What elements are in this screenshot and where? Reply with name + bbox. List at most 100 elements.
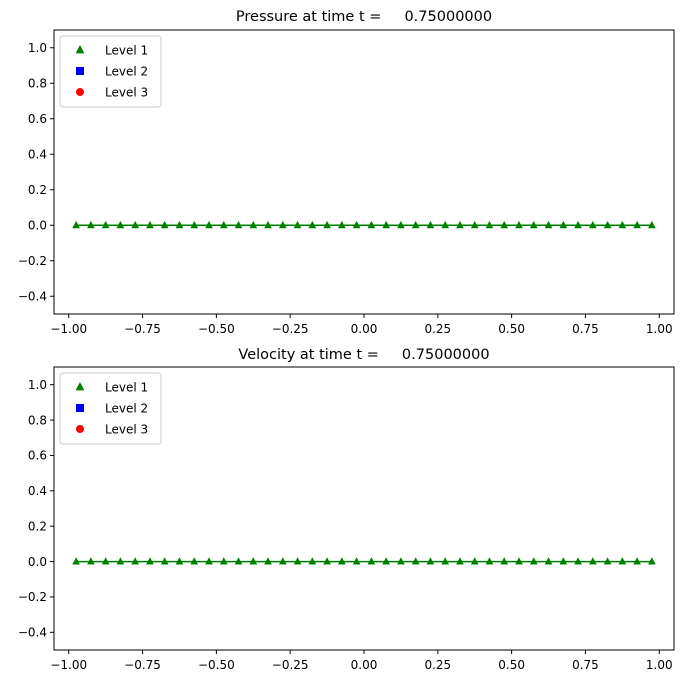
velocity-series-1-point <box>160 557 169 565</box>
velocity-x-tick-label: −1.00 <box>50 658 87 672</box>
pressure-y-tick-label: 1.0 <box>28 41 47 55</box>
velocity-series-1-point <box>146 557 154 565</box>
pressure-series-1-point <box>529 220 538 229</box>
velocity-legend-label-1: Level 1 <box>105 380 148 394</box>
velocity-x-tick-label: −0.50 <box>198 658 235 672</box>
velocity-series-1-point <box>397 557 405 565</box>
velocity-subplot: Velocity at time t = 0.75000000 −1.00 −0.… <box>18 347 675 672</box>
velocity-series-1-point <box>574 557 582 565</box>
velocity-series-1-point <box>529 557 538 565</box>
velocity-x-tick-label: −0.75 <box>124 658 161 672</box>
pressure-series-1-point <box>470 220 479 229</box>
pressure-y-tick-label: 0.2 <box>28 183 47 197</box>
pressure-series-1-point <box>574 220 582 229</box>
velocity-series-1-point <box>633 557 641 565</box>
velocity-series-1-point <box>293 557 302 565</box>
pressure-y-tick-label: 0.0 <box>28 219 47 233</box>
pressure-series-1-point <box>441 220 450 229</box>
pressure-series-1-point <box>175 220 184 229</box>
velocity-series-1-point <box>618 557 627 565</box>
velocity-chart-title: Velocity at time t = 0.75000000 <box>238 347 489 363</box>
velocity-series-1-point <box>264 557 272 565</box>
velocity-series-1-point <box>588 557 597 565</box>
pressure-legend-marker-3 <box>76 88 84 96</box>
pressure-x-tick-label: 0.75 <box>572 322 599 336</box>
velocity-series-1-point <box>559 557 568 565</box>
velocity-series-1-point <box>175 557 184 565</box>
velocity-series-1-point <box>441 557 450 565</box>
velocity-series-1-point <box>470 557 479 565</box>
velocity-series-1-point <box>352 557 361 565</box>
velocity-series-1-point <box>367 557 376 565</box>
velocity-series-1-point <box>116 557 125 565</box>
velocity-series-1-point <box>219 557 228 565</box>
velocity-series-1-point <box>72 557 80 565</box>
pressure-x-tick-label: −0.75 <box>124 322 161 336</box>
pressure-series-1-point <box>618 220 627 229</box>
velocity-series-1-point <box>515 557 523 565</box>
pressure-legend-marker-2 <box>76 67 84 75</box>
pressure-x-tick-label: 1.00 <box>646 322 673 336</box>
velocity-legend-marker-2 <box>76 404 84 412</box>
pressure-x-tick-label: 0.00 <box>351 322 378 336</box>
pressure-series-1-point <box>160 220 169 229</box>
pressure-y-tick-label: −0.2 <box>18 254 47 268</box>
pressure-series-1-point <box>72 220 80 229</box>
pressure-y-tick-label: 0.8 <box>28 77 47 91</box>
pressure-series-1-point <box>367 220 376 229</box>
pressure-series-1-point <box>456 220 464 229</box>
velocity-series-1-point <box>411 557 420 565</box>
pressure-series-1-point <box>397 220 405 229</box>
pressure-series-1-point <box>411 220 420 229</box>
pressure-series-1-point <box>190 220 199 229</box>
pressure-series-1-point <box>382 220 390 229</box>
velocity-series-1-point <box>500 557 509 565</box>
velocity-y-tick-label: 1.0 <box>28 378 47 392</box>
velocity-series-1-point <box>382 557 390 565</box>
velocity-legend-marker-3 <box>76 425 84 433</box>
pressure-x-tick-label: −1.00 <box>50 322 87 336</box>
pressure-x-tick-label: −0.25 <box>272 322 309 336</box>
pressure-subplot: Pressure at time t = 0.75000000 −1.00 −0.… <box>18 9 675 336</box>
velocity-series-1-point <box>648 557 656 565</box>
velocity-y-tick-label: 0.2 <box>28 519 47 533</box>
velocity-series-1-point <box>234 557 243 565</box>
pressure-series-1-point <box>249 220 258 229</box>
velocity-x-tick-label: −0.25 <box>272 658 309 672</box>
pressure-series-1-point <box>559 220 568 229</box>
velocity-legend-box <box>59 372 162 445</box>
pressure-legend-marker-1 <box>75 45 85 54</box>
pressure-series-1-point <box>352 220 361 229</box>
pressure-series-1-point <box>205 220 213 229</box>
pressure-series-1-point <box>278 220 287 229</box>
velocity-series-1-point <box>485 557 494 565</box>
velocity-series-1-point <box>544 557 553 565</box>
velocity-x-tick-label: 0.50 <box>498 658 525 672</box>
pressure-series-1-point <box>485 220 494 229</box>
pressure-series-1-point <box>648 220 656 229</box>
velocity-y-tick-label: 0.8 <box>28 413 47 427</box>
pressure-series-1-point <box>101 220 110 229</box>
velocity-series-1-point <box>278 557 287 565</box>
velocity-series-1-point <box>426 557 435 565</box>
velocity-x-tick-label: 0.75 <box>572 658 599 672</box>
pressure-series-1-point <box>588 220 597 229</box>
velocity-series-1-point <box>101 557 110 565</box>
pressure-series-1-point <box>234 220 243 229</box>
pressure-x-tick-label: −0.50 <box>198 322 235 336</box>
velocity-y-tick-label: −0.4 <box>18 626 47 640</box>
velocity-y-tick-label: 0.4 <box>28 484 47 498</box>
pressure-series-1-point <box>338 220 346 229</box>
velocity-x-tick-label: 1.00 <box>646 658 673 672</box>
velocity-series-1-point <box>603 557 612 565</box>
velocity-series-1-point <box>131 557 140 565</box>
velocity-y-tick-label: 0.0 <box>28 555 47 569</box>
velocity-series-1-point <box>338 557 346 565</box>
pressure-y-tick-label: 0.6 <box>28 112 47 126</box>
pressure-series-1-point <box>87 220 95 229</box>
pressure-series-1-point <box>146 220 154 229</box>
velocity-legend-marker-1 <box>75 382 85 391</box>
velocity-series-1-point <box>323 557 331 565</box>
velocity-legend-label-3: Level 3 <box>105 422 148 436</box>
pressure-series-1-point <box>264 220 272 229</box>
